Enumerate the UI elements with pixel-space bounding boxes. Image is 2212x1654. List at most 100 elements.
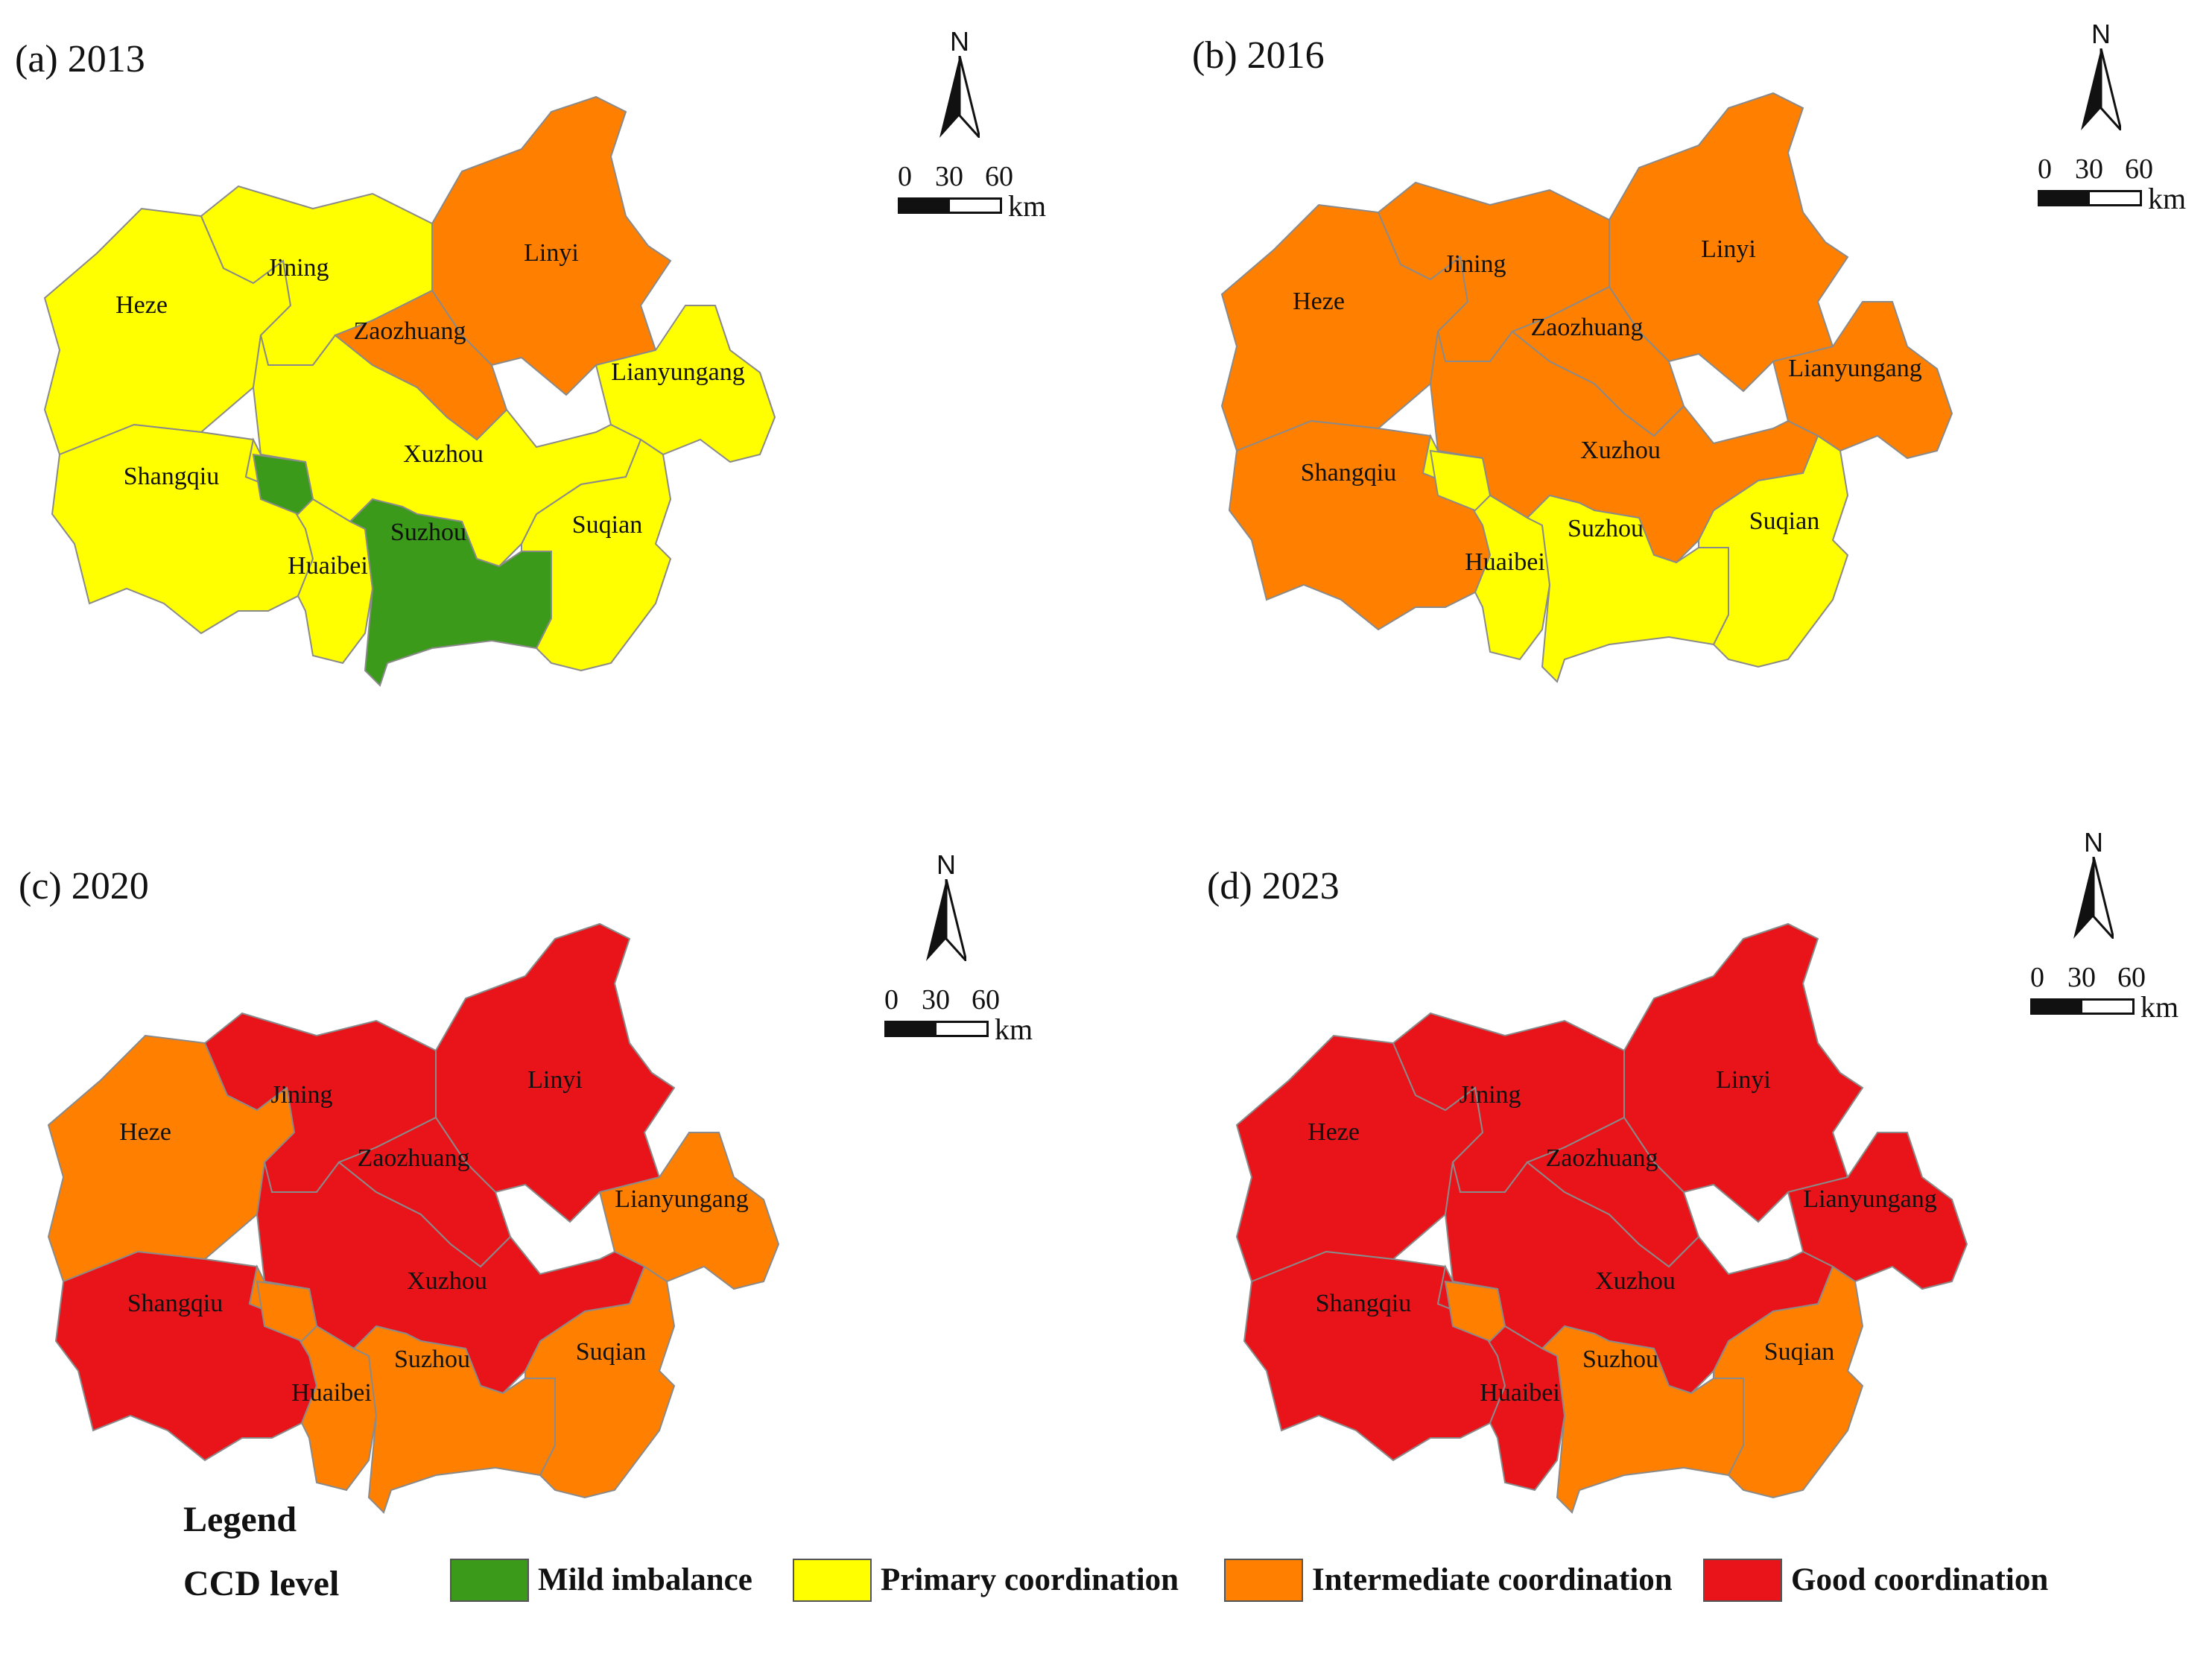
city-label-shangqiu: Shangqiu — [127, 1290, 223, 1317]
region-shangqiu — [54, 1250, 318, 1462]
region-zaozhuang — [1526, 1116, 1700, 1268]
choropleth-map: Heze Jining Linyi Zaozhuang Lianyungang Shang… — [1235, 922, 1968, 1514]
region-zaozhuang — [337, 1116, 512, 1268]
city-label-jining: Jining — [1459, 1081, 1521, 1109]
map-panel-2020: Heze Jining Linyi Zaozhuang Lianyungang Shang… — [19, 864, 1091, 1654]
city-label-huaibei: Huaibei — [288, 552, 368, 580]
scale-unit: km — [995, 1013, 1033, 1046]
north-label: N — [937, 849, 956, 880]
region-suzhou — [349, 498, 552, 687]
region-shangqiu — [51, 423, 314, 635]
city-label-jining: Jining — [1444, 250, 1506, 278]
north-arrow-icon — [939, 56, 980, 138]
scale-unit: km — [2140, 990, 2179, 1024]
scale-tick: 0 — [2038, 153, 2052, 185]
city-label-suqian: Suqian — [572, 511, 642, 539]
scale-bar: 0 30 60 km — [884, 983, 1078, 1051]
region-zaozhuang — [1511, 285, 1685, 437]
scale-bar: 0 30 60 km — [2038, 153, 2212, 220]
region-shangqiu — [1228, 419, 1492, 631]
scale-bar-graphic — [884, 1021, 989, 1037]
city-label-zaozhuang: Zaozhuang — [1530, 314, 1643, 341]
legend-swatch — [1224, 1559, 1303, 1602]
scale-bar-graphic — [898, 197, 1002, 214]
city-label-zaozhuang: Zaozhuang — [353, 317, 466, 345]
north-arrow-icon — [926, 879, 966, 961]
city-label-suqian: Suqian — [1749, 507, 1819, 535]
north-arrow-icon — [2073, 857, 2114, 939]
city-label-suzhou: Suzhou — [1582, 1346, 1658, 1373]
region-chan — [1444, 1280, 1506, 1343]
scale-tick: 0 — [898, 161, 912, 192]
panel-title: (d) 2023 — [1207, 865, 1340, 907]
scale-tick: 30 — [935, 161, 963, 192]
city-label-lianyungang: Lianyungang — [1803, 1185, 1936, 1213]
legend-swatch — [450, 1559, 529, 1602]
north-label: N — [950, 26, 969, 57]
city-label-linyi: Linyi — [1716, 1066, 1771, 1094]
legend-label: Mild imbalance — [538, 1562, 752, 1597]
city-label-suqian: Suqian — [576, 1338, 646, 1366]
north-label: N — [2084, 827, 2103, 858]
scale-bar-graphic — [2038, 190, 2142, 206]
legend-label: Primary coordination — [881, 1562, 1179, 1597]
city-label-huaibei: Huaibei — [1465, 548, 1545, 576]
panel-title: (a) 2013 — [15, 38, 145, 80]
city-label-jining: Jining — [270, 1081, 332, 1109]
city-label-suzhou: Suzhou — [390, 519, 466, 546]
scale-tick: 30 — [2067, 962, 2096, 993]
legend-label: Good coordination — [1791, 1562, 2049, 1597]
panel-title: (c) 2020 — [19, 865, 149, 907]
city-label-heze: Heze — [1293, 288, 1345, 315]
choropleth-map: Heze Jining Linyi Zaozhuang Lianyungang Shang… — [47, 922, 780, 1514]
city-label-jining: Jining — [267, 254, 329, 282]
scale-unit: km — [1008, 189, 1047, 223]
panel-title: (b) 2016 — [1192, 34, 1325, 77]
legend-label: Intermediate coordination — [1312, 1562, 1673, 1597]
scale-tick: 0 — [884, 984, 899, 1015]
city-label-heze: Heze — [119, 1118, 171, 1146]
city-label-heze: Heze — [1308, 1118, 1360, 1146]
city-label-lianyungang: Lianyungang — [1788, 355, 1921, 382]
region-chan — [1429, 449, 1492, 512]
north-arrow: N — [2067, 827, 2120, 939]
city-label-lianyungang: Lianyungang — [611, 358, 744, 386]
city-label-heze: Heze — [115, 291, 168, 319]
city-label-shangqiu: Shangqiu — [124, 463, 219, 490]
scale-tick: 60 — [972, 984, 1000, 1015]
map-panel-2016: Heze Jining Linyi Zaozhuang Lianyungang Shang… — [1192, 34, 2212, 823]
city-label-shangqiu: Shangqiu — [1301, 459, 1396, 487]
city-label-xuzhou: Xuzhou — [407, 1267, 487, 1295]
legend-swatch — [793, 1559, 872, 1602]
city-label-suqian: Suqian — [1764, 1338, 1834, 1366]
north-arrow-icon — [2081, 48, 2121, 130]
legend-subtitle: CCD level — [183, 1564, 340, 1603]
city-label-lianyungang: Lianyungang — [615, 1185, 748, 1213]
scale-bar: 0 30 60 km — [898, 160, 1091, 227]
legend-title: Legend — [183, 1500, 297, 1539]
region-zaozhuang — [334, 289, 508, 441]
scale-tick: 0 — [2030, 962, 2044, 993]
north-label: N — [2091, 19, 2111, 49]
north-arrow: N — [2075, 19, 2127, 130]
choropleth-map: Heze Jining Linyi Zaozhuang Lianyungang Shang… — [43, 95, 776, 687]
legend-swatch — [1703, 1559, 1782, 1602]
city-label-zaozhuang: Zaozhuang — [357, 1144, 469, 1172]
choropleth-map: Heze Jining Linyi Zaozhuang Lianyungang Shang… — [1220, 92, 1953, 683]
scale-bar: 0 30 60 km — [2030, 961, 2212, 1028]
scale-tick: 60 — [2117, 962, 2146, 993]
city-label-linyi: Linyi — [527, 1066, 583, 1094]
region-suzhou — [1526, 494, 1729, 683]
city-label-xuzhou: Xuzhou — [403, 440, 484, 468]
city-label-linyi: Linyi — [1701, 235, 1756, 263]
city-label-xuzhou: Xuzhou — [1580, 437, 1661, 464]
city-label-shangqiu: Shangqiu — [1316, 1290, 1411, 1317]
scale-tick: 60 — [985, 161, 1013, 192]
scale-unit: km — [2148, 182, 2187, 215]
city-label-zaozhuang: Zaozhuang — [1545, 1144, 1658, 1172]
city-label-linyi: Linyi — [524, 239, 579, 267]
region-suzhou — [352, 1325, 556, 1514]
north-arrow: N — [920, 849, 972, 961]
city-label-huaibei: Huaibei — [291, 1379, 372, 1407]
city-label-xuzhou: Xuzhou — [1595, 1267, 1676, 1295]
